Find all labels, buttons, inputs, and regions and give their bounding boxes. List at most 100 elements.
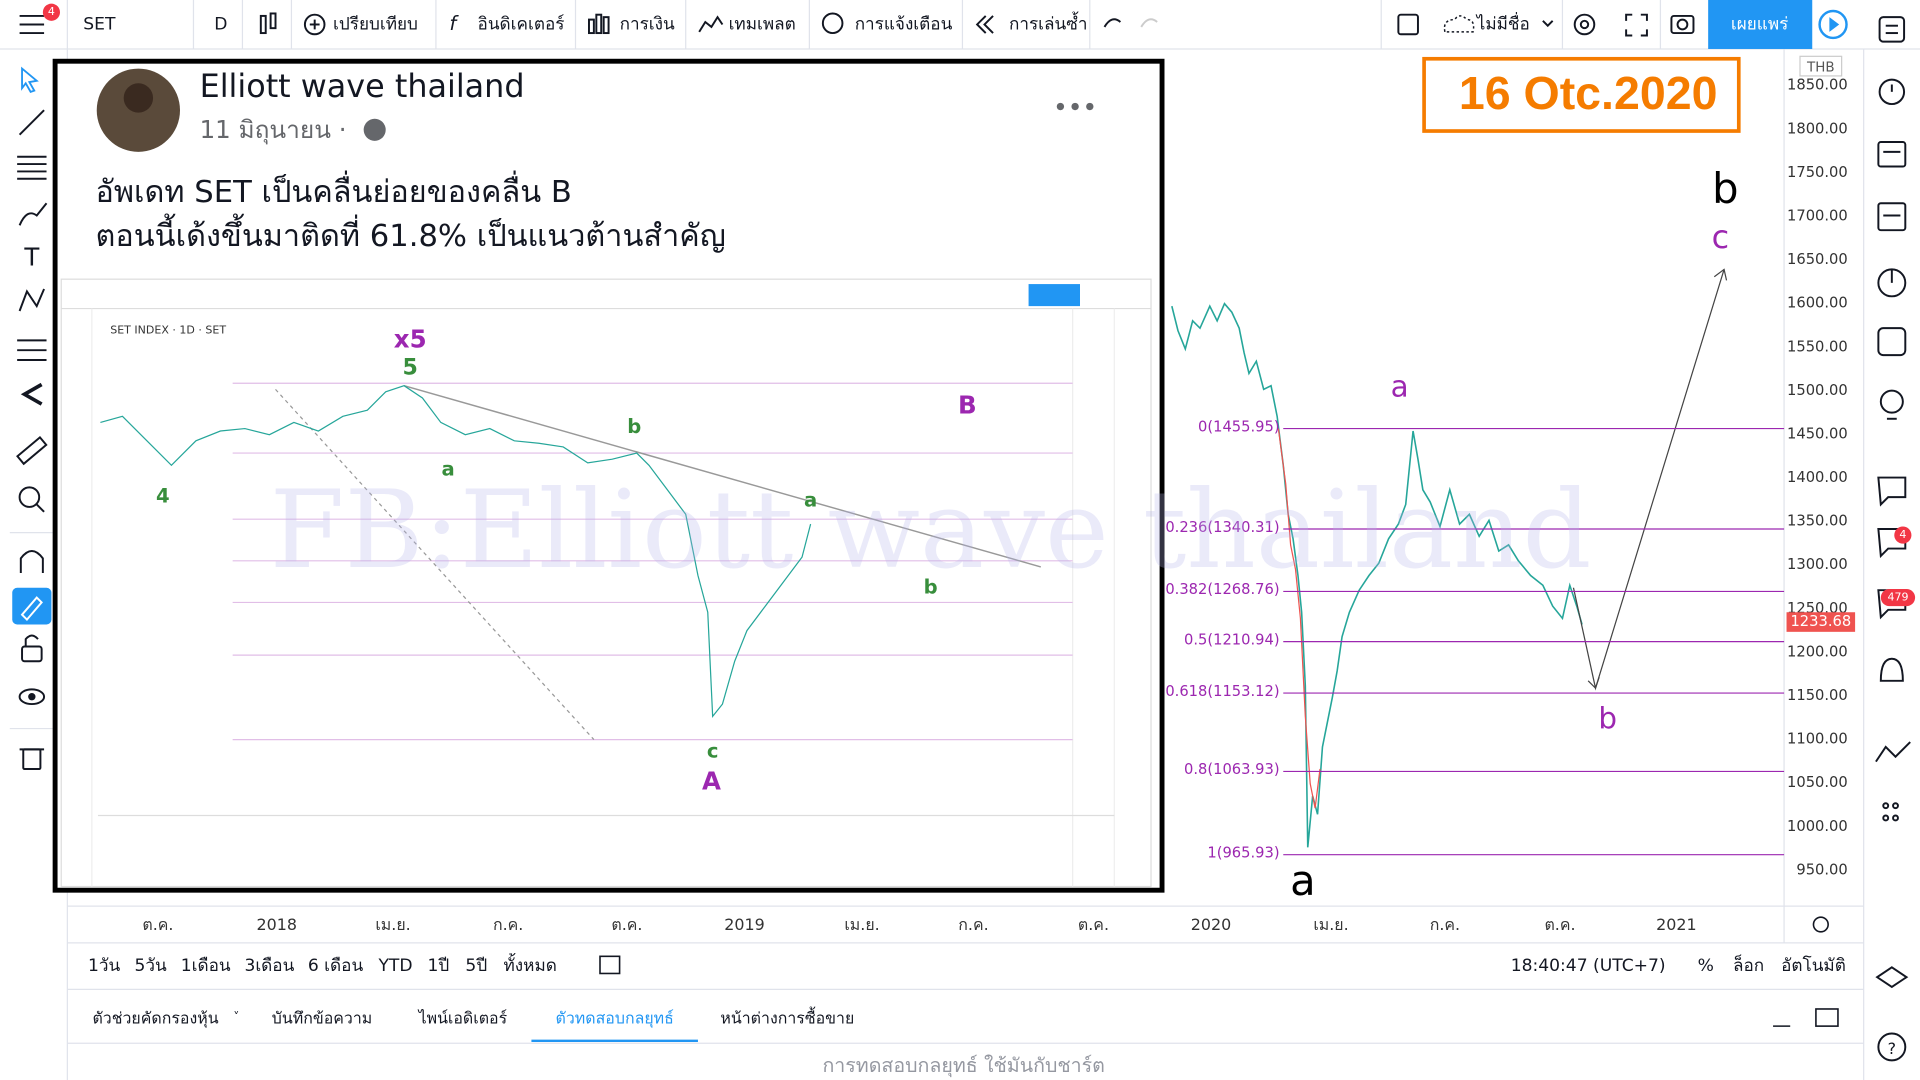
replay-button[interactable]: การเล่นซ้ำ (1009, 11, 1087, 34)
time-label: 2021 (1656, 915, 1696, 934)
currency: THB (1806, 60, 1835, 75)
post-image: SET INDEX · 1D · SET (60, 278, 1152, 888)
scale-option[interactable]: % (1698, 956, 1714, 976)
price-label: 1300.00 (1787, 556, 1848, 573)
bottom-tab[interactable]: บันทึกข้อความ (272, 1008, 373, 1027)
post-text: อัพเดท SET เป็นคลื่นย่อยของคลื่น B (96, 170, 572, 210)
range-button[interactable]: 1วัน (88, 956, 121, 976)
price-label: 1000.00 (1787, 818, 1848, 835)
time-label: เม.ย. (844, 915, 879, 934)
layout-name[interactable]: ไม่มีชื่อ (1475, 11, 1530, 34)
image-wave-label: 4 (156, 485, 170, 508)
watermark: FB:Elliott wave thailand (270, 468, 1592, 593)
wave-label: a (1290, 856, 1316, 905)
facebook-post: Elliott wave thailand 11 มิถุนายน · อัพเ… (52, 58, 1165, 893)
bottom-tab[interactable]: ตัวช่วยคัดกรองหุ้น (92, 1008, 218, 1028)
badge-count: 479 (1887, 591, 1908, 604)
wave-label: a (1391, 370, 1409, 404)
time-label: เม.ย. (375, 915, 410, 934)
symbol[interactable]: SET (83, 14, 116, 34)
chart-pane: THB 16 Otc.2020 1850.00 1800.00 1750.00 170… (67, 48, 1864, 944)
price-label: 1050.00 (1787, 774, 1848, 791)
image-wave-label: b (924, 575, 938, 598)
wave-label: b (1598, 702, 1617, 736)
fib-level-label: 0.618(1153.12) (1165, 683, 1279, 700)
range-button[interactable]: 6 เดือน (308, 956, 364, 976)
fib-level-label: 0(1455.95) (1198, 418, 1280, 435)
publish-button[interactable] (1708, 0, 1813, 49)
interval[interactable]: D (214, 14, 227, 34)
indicators-button[interactable]: อินดิเคเตอร์ (478, 14, 565, 34)
range-button[interactable]: 5ปี (465, 956, 487, 976)
range-button[interactable]: 5วัน (135, 956, 168, 976)
templates-button[interactable]: เทมเพลต (729, 14, 796, 34)
fib-level-label: 0.5(1210.94) (1184, 631, 1280, 648)
price-label: 950.00 (1796, 861, 1847, 878)
time-label: ก.ค. (958, 915, 988, 934)
price-label: 1100.00 (1787, 731, 1848, 748)
range-button[interactable]: YTD (377, 956, 412, 976)
currency-box (1799, 55, 1843, 77)
image-wave-label: c (707, 739, 719, 762)
time-label: ต.ค. (611, 915, 642, 934)
help-icon[interactable]: ? (1888, 1039, 1896, 1058)
lock-drawing-mode[interactable] (12, 587, 52, 625)
bottom-tab[interactable]: หน้าต่างการซื้อขาย (720, 1006, 854, 1027)
time-label: ก.ค. (1430, 915, 1460, 934)
price-label: 1350.00 (1787, 513, 1848, 530)
play-button[interactable] (1818, 9, 1848, 40)
text-tool[interactable]: T (23, 242, 40, 271)
price-label: 1850.00 (1787, 77, 1848, 94)
scale-option[interactable]: อัตโนมัติ (1781, 955, 1846, 976)
range-button[interactable]: 1เดือน (181, 956, 231, 976)
scale-option[interactable]: ล็อก (1733, 954, 1764, 976)
footer-message: การทดสอบกลยุทธ์ ใช้มันกับชาร์ต (822, 1054, 1104, 1078)
alerts-button[interactable]: การแจ้งเตือน (855, 14, 953, 34)
tab-dropdown: ˅ (233, 1010, 239, 1024)
price-label: 1750.00 (1787, 164, 1848, 181)
price-label: 1500.00 (1787, 382, 1848, 399)
image-wave-label: 5 (403, 356, 418, 381)
badge (1880, 588, 1916, 607)
last-price-tag (1786, 612, 1856, 632)
fib-level-label: 0.382(1268.76) (1165, 581, 1279, 598)
time-label: เม.ย. (1313, 915, 1348, 934)
post-author[interactable]: Elliott wave thailand (200, 67, 525, 105)
range-button[interactable]: ทั้งหมด (504, 953, 557, 976)
post-date: 11 มิถุนายน · (200, 115, 347, 145)
time-label: ต.ค. (1078, 915, 1109, 934)
time-label: 2018 (256, 915, 296, 934)
bottom-tab[interactable]: ไพน์เอดิเตอร์ (417, 1008, 508, 1027)
time-label: 2020 (1191, 915, 1231, 934)
price-label: 1600.00 (1787, 295, 1848, 312)
top-toolbar: 4 SET D เปรียบเทียบ f อินดิเคเตอร์ การเง… (0, 0, 1920, 50)
financials-button[interactable]: การเงิน (620, 14, 675, 34)
price-label: 1550.00 (1787, 338, 1848, 355)
image-wave-label: a (442, 458, 455, 481)
image-wave-label: B (958, 391, 977, 420)
range-button[interactable]: 3เดือน (244, 956, 294, 976)
time-label: ต.ค. (142, 915, 173, 934)
time-label: ต.ค. (1544, 915, 1575, 934)
publish-label: เผยแพร่ (1731, 14, 1788, 34)
right-sidebar: ? 4 479 (1863, 16, 1916, 1080)
badge-count: 4 (1899, 528, 1906, 541)
bottom-panel (67, 916, 1864, 1044)
price-label: 1150.00 (1787, 687, 1848, 704)
time-label: ก.ค. (493, 915, 523, 934)
price-label: 1200.00 (1787, 643, 1848, 660)
range-button[interactable]: 1ปี (427, 956, 449, 976)
price-label: 1650.00 (1787, 251, 1848, 268)
fib-level-label: 0.8(1063.93) (1184, 761, 1280, 778)
badge (42, 3, 60, 21)
post-text: ตอนนี้เด้งขึ้นมาติดที่ 61.8% เป็นแนวต้าน… (96, 213, 726, 254)
price-label: 1800.00 (1787, 120, 1848, 137)
compare-button[interactable]: เปรียบเทียบ (333, 14, 418, 34)
price-series-down (1277, 428, 1321, 809)
price-series (1171, 302, 1583, 848)
wave-label: b (1712, 164, 1738, 213)
bottom-tab[interactable]: ตัวทดสอบกลยุทธ์ (556, 1008, 674, 1028)
image-wave-label: x5 (394, 324, 427, 353)
time-label: 2019 (724, 915, 764, 934)
